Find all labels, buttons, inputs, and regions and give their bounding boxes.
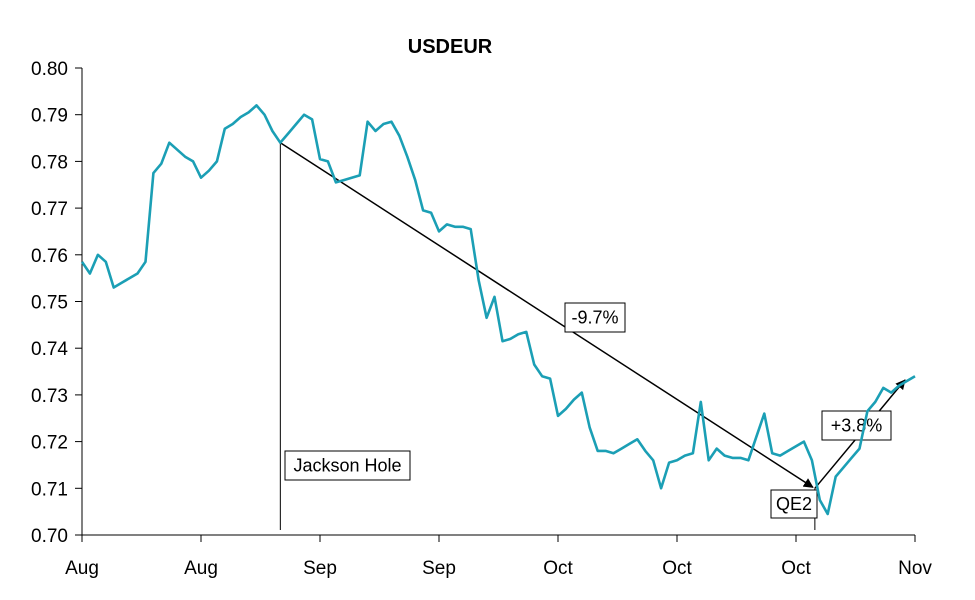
y-tick-label: 0.76 bbox=[31, 246, 68, 267]
jackson-hole-label: Jackson Hole bbox=[293, 456, 401, 476]
x-tick-label: Aug bbox=[184, 558, 218, 579]
y-tick-label: 0.73 bbox=[31, 386, 68, 407]
x-tick-label: Sep bbox=[422, 558, 456, 579]
x-tick-label: Sep bbox=[303, 558, 337, 579]
rebound-pct-label: +3.8% bbox=[831, 416, 883, 436]
y-tick-label: 0.75 bbox=[31, 293, 68, 314]
series-line bbox=[80, 104, 916, 516]
rebound-pct-box bbox=[821, 410, 892, 441]
x-tick-label: Oct bbox=[781, 558, 811, 579]
x-tick-label: Nov bbox=[898, 558, 932, 579]
decline-arrow bbox=[279, 142, 814, 488]
y-tick-label: 0.77 bbox=[31, 199, 68, 220]
decline-pct-label: -9.7% bbox=[571, 308, 618, 328]
y-tick-label: 0.70 bbox=[31, 526, 68, 547]
y-tick-label: 0.79 bbox=[31, 106, 68, 127]
qe2-label: QE2 bbox=[776, 494, 812, 514]
y-tick-label: 0.71 bbox=[31, 479, 68, 500]
y-tick-label: 0.72 bbox=[31, 433, 68, 454]
qe2-box bbox=[770, 489, 818, 519]
y-tick-label: 0.74 bbox=[31, 339, 68, 360]
x-tick-label: Aug bbox=[65, 558, 99, 579]
y-tick-label: 0.80 bbox=[31, 59, 68, 80]
x-tick-label: Oct bbox=[662, 558, 692, 579]
y-tick-label: 0.78 bbox=[31, 152, 68, 173]
decline-pct-box bbox=[564, 302, 626, 333]
axes: 0.80 0.79 0.78 0.77 0.76 0.75 0.74 0.73 0.72 0.71… bbox=[31, 59, 932, 579]
x-tick-label: Oct bbox=[543, 558, 573, 579]
series-group bbox=[80, 104, 916, 516]
jackson-hole-box bbox=[284, 450, 411, 481]
chart-title: USDEUR bbox=[408, 36, 493, 58]
annotations: Jackson Hole -9.7% QE2 +3.8% bbox=[279, 142, 906, 530]
